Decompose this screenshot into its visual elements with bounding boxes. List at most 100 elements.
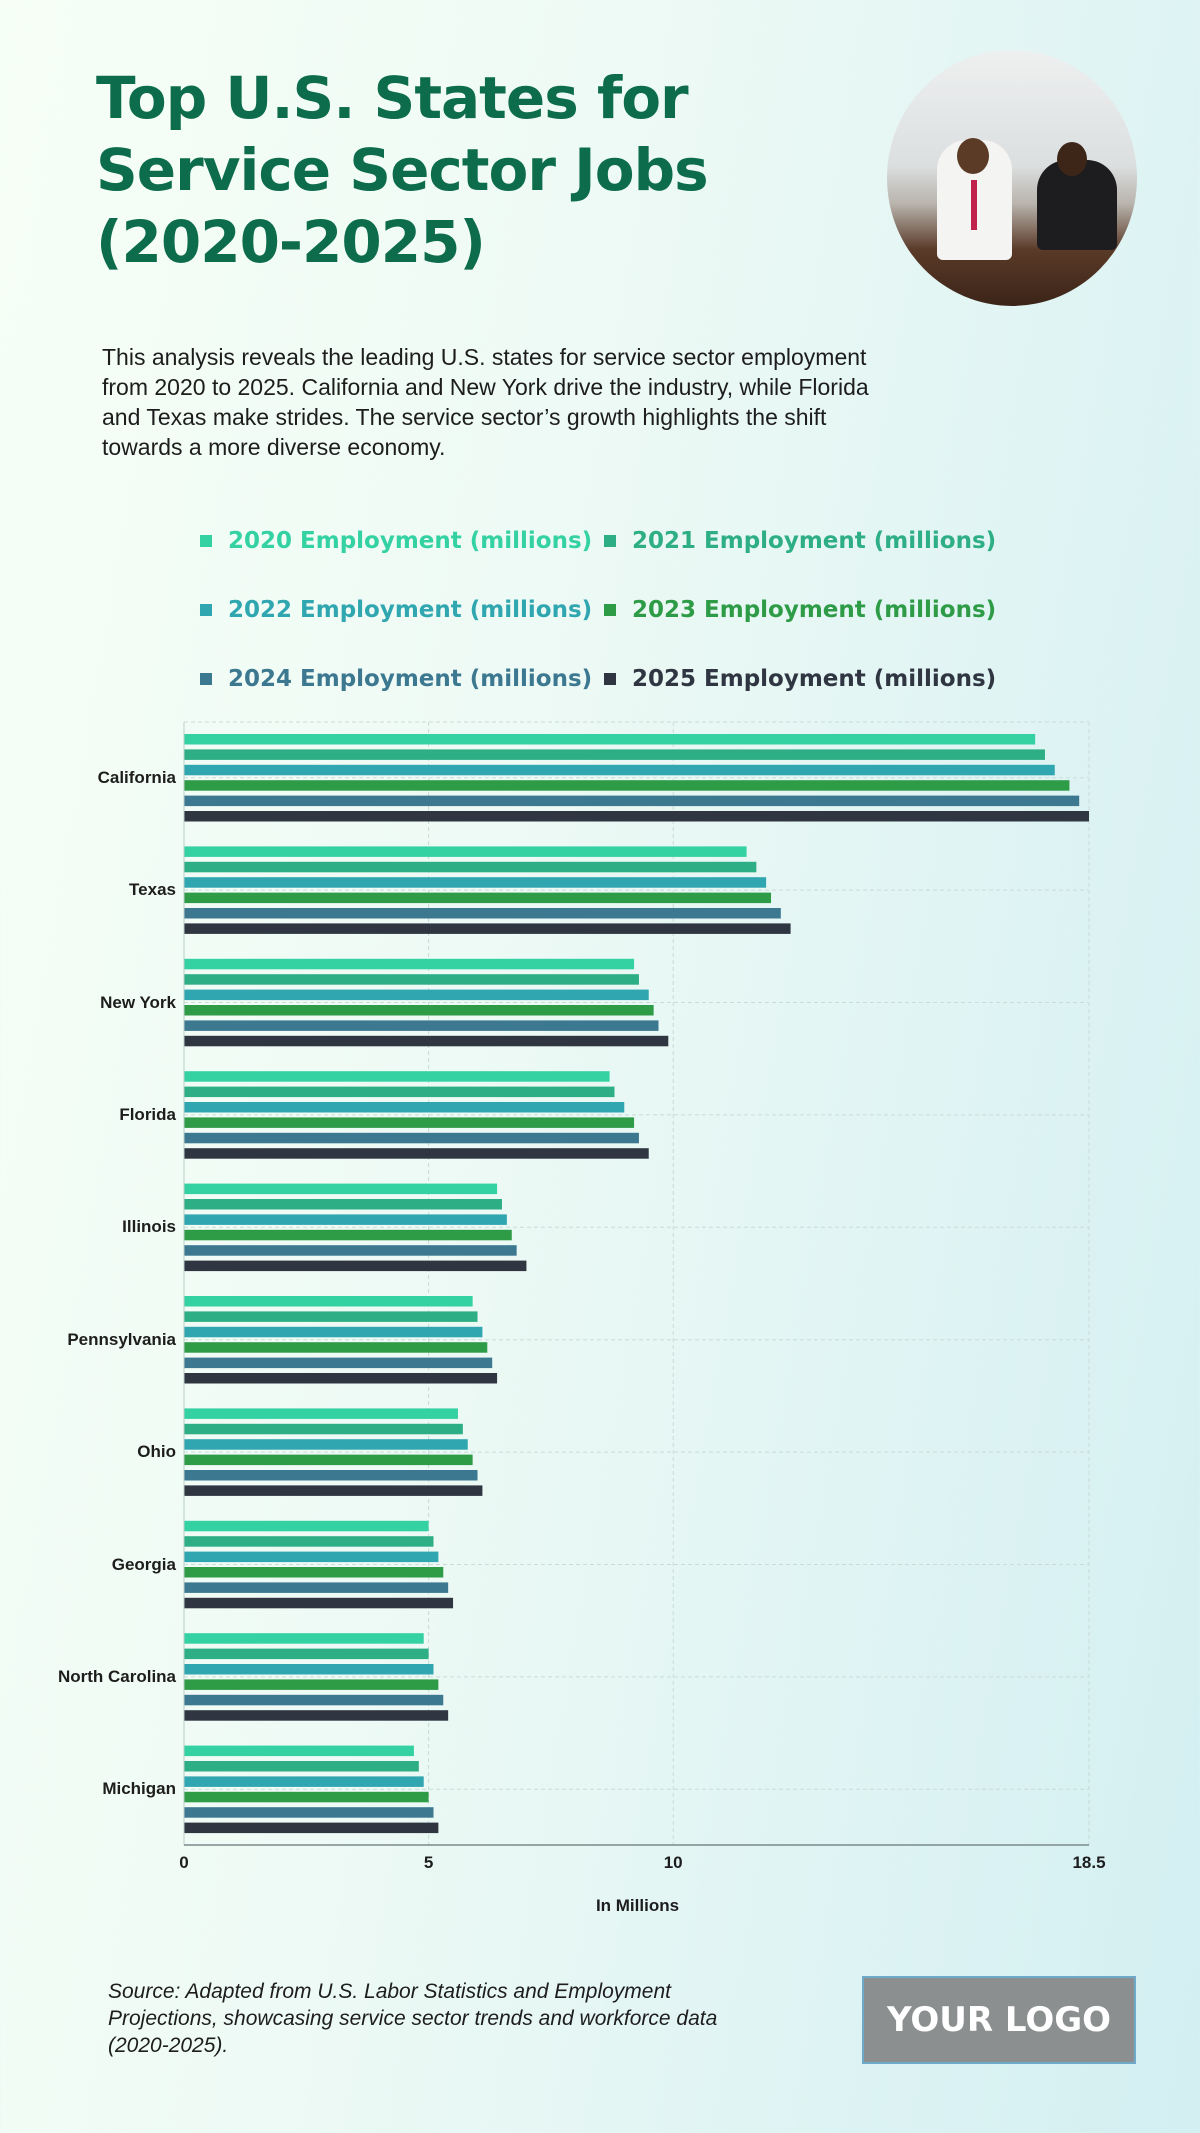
bar-michigan-2021 (184, 1761, 419, 1772)
x-tick-label: 10 (664, 1853, 683, 1872)
bar-florida-2022 (184, 1102, 625, 1113)
category-label: North Carolina (57, 1666, 176, 1686)
legend-swatch (200, 604, 212, 616)
bar-illinois-2025 (184, 1260, 527, 1272)
category-label: California (97, 767, 176, 787)
header-photo (887, 50, 1137, 306)
legend-swatch (604, 604, 616, 616)
bar-new-york-2025 (184, 1035, 669, 1047)
bar-georgia-2024 (184, 1582, 449, 1593)
category-label: Texas (129, 880, 176, 900)
bar-north-carolina-2021 (184, 1648, 429, 1660)
bar-new-york-2022 (184, 989, 649, 1001)
bar-georgia-2023 (184, 1567, 444, 1578)
bar-north-carolina-2024 (184, 1694, 444, 1706)
legend-label: 2023 Employment (millions) (632, 597, 997, 623)
source-note: Source: Adapted from U.S. Labor Statisti… (108, 1980, 718, 2057)
category-label: Ohio (137, 1442, 176, 1462)
legend-item: 2025 Employment (millions) (604, 666, 996, 692)
bar-pennsylvania-2021 (184, 1311, 478, 1322)
bar-texas-2021 (184, 861, 757, 873)
bar-illinois-2023 (184, 1229, 512, 1241)
bar-michigan-2023 (184, 1791, 429, 1803)
legend-label: 2024 Employment (millions) (228, 666, 593, 692)
bar-new-york-2023 (184, 1005, 654, 1016)
x-tick-label: 18.5 (1072, 1853, 1105, 1872)
bar-florida-2023 (184, 1117, 635, 1128)
legend-swatch (604, 673, 616, 685)
bar-illinois-2020 (184, 1183, 498, 1195)
category-label: Michigan (102, 1779, 176, 1799)
bar-pennsylvania-2022 (184, 1326, 483, 1338)
person-head (957, 138, 989, 174)
category-label: Georgia (111, 1554, 176, 1574)
category-label: New York (100, 992, 176, 1012)
bar-california-2025 (184, 811, 1089, 822)
bar-florida-2020 (184, 1071, 610, 1082)
legend-item: 2024 Employment (millions) (200, 666, 592, 692)
bar-new-york-2020 (184, 958, 635, 970)
bar-ohio-2022 (184, 1439, 468, 1450)
bar-florida-2021 (184, 1086, 615, 1098)
bar-michigan-2022 (184, 1776, 424, 1787)
tie-shape (971, 180, 977, 230)
bar-illinois-2024 (184, 1245, 517, 1256)
category-label: Illinois (122, 1217, 176, 1237)
bar-texas-2025 (184, 923, 791, 934)
bar-pennsylvania-2020 (184, 1296, 473, 1307)
bar-florida-2025 (184, 1148, 649, 1159)
bar-california-2024 (184, 795, 1080, 807)
bar-new-york-2024 (184, 1020, 659, 1031)
legend-label: 2021 Employment (millions) (632, 528, 997, 554)
legend-item: 2023 Employment (millions) (604, 597, 996, 623)
bar-california-2022 (184, 764, 1055, 776)
legend-swatch (200, 535, 212, 547)
legend-item: 2020 Employment (millions) (200, 528, 592, 554)
bar-texas-2023 (184, 892, 772, 904)
bar-north-carolina-2023 (184, 1679, 439, 1690)
legend-swatch (604, 535, 616, 547)
bar-ohio-2024 (184, 1470, 478, 1481)
legend-item: 2021 Employment (millions) (604, 528, 996, 554)
description: This analysis reveals the leading U.S. s… (102, 344, 869, 460)
bar-ohio-2020 (184, 1408, 458, 1419)
bar-georgia-2022 (184, 1551, 439, 1563)
legend-swatch (200, 673, 212, 685)
bar-georgia-2025 (184, 1597, 454, 1609)
bar-pennsylvania-2025 (184, 1373, 498, 1384)
bar-georgia-2021 (184, 1536, 434, 1547)
bar-texas-2020 (184, 846, 747, 857)
bar-ohio-2025 (184, 1485, 483, 1496)
bar-illinois-2022 (184, 1214, 507, 1225)
bar-florida-2024 (184, 1132, 639, 1144)
bar-texas-2022 (184, 877, 767, 888)
bar-north-carolina-2020 (184, 1633, 424, 1644)
bar-georgia-2020 (184, 1520, 429, 1532)
bar-north-carolina-2025 (184, 1710, 449, 1721)
bar-california-2023 (184, 780, 1070, 791)
category-label: Pennsylvania (67, 1329, 176, 1349)
bar-north-carolina-2022 (184, 1664, 434, 1675)
bar-texas-2024 (184, 908, 781, 919)
bar-new-york-2021 (184, 974, 639, 985)
bar-ohio-2021 (184, 1423, 463, 1435)
person-head (1057, 142, 1087, 176)
bar-california-2020 (184, 734, 1036, 745)
bar-pennsylvania-2024 (184, 1357, 493, 1369)
bar-illinois-2021 (184, 1199, 502, 1210)
x-tick-label: 0 (179, 1853, 188, 1872)
bar-michigan-2020 (184, 1745, 414, 1757)
bar-ohio-2023 (184, 1454, 473, 1466)
page-title: Top U.S. States for Service Sector Jobs … (96, 64, 709, 276)
legend-label: 2020 Employment (millions) (228, 528, 593, 554)
logo-placeholder: YOUR LOGO (862, 1976, 1136, 2064)
category-label: Florida (119, 1104, 176, 1124)
legend-label: 2025 Employment (millions) (632, 666, 997, 692)
bar-michigan-2024 (184, 1807, 434, 1818)
bar-pennsylvania-2023 (184, 1342, 488, 1353)
bar-michigan-2025 (184, 1822, 439, 1834)
x-axis-label: In Millions (595, 1896, 680, 1915)
bar-california-2021 (184, 749, 1045, 760)
legend-item: 2022 Employment (millions) (200, 597, 592, 623)
